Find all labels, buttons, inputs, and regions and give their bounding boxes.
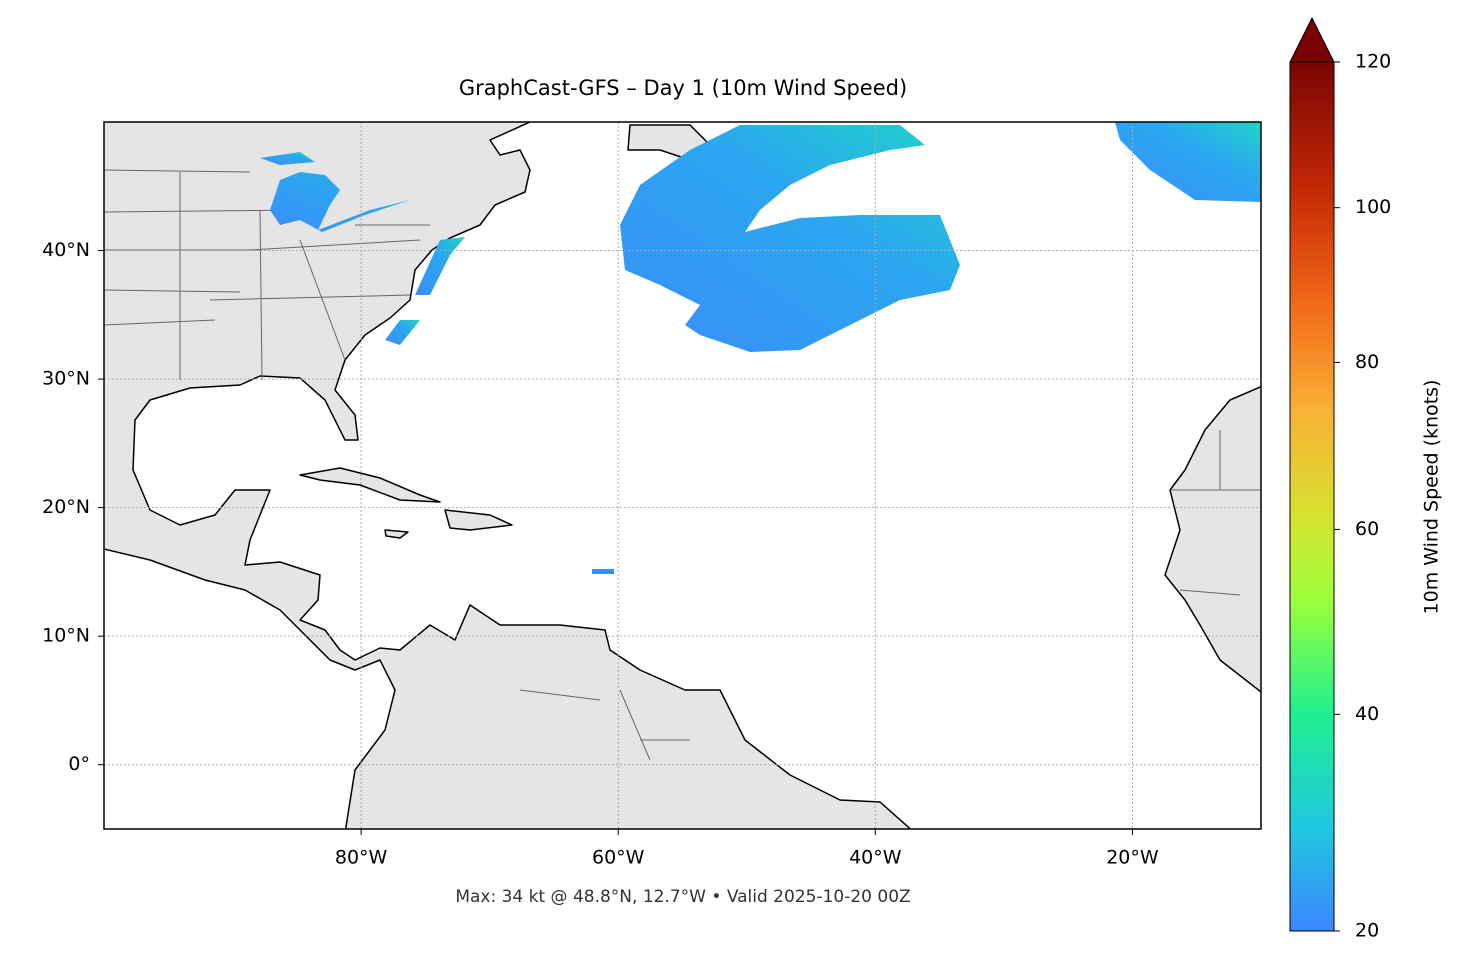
state-borders bbox=[104, 169, 1261, 761]
wind-swath bbox=[592, 569, 614, 574]
x-tick-label: 60°W bbox=[592, 847, 645, 869]
africa-land bbox=[1164, 385, 1261, 693]
x-tick-label: 80°W bbox=[335, 847, 388, 869]
x-tick-label: 20°W bbox=[1106, 847, 1159, 869]
y-tick-label: 0° bbox=[68, 753, 90, 775]
colorbar-tick-label: 20 bbox=[1355, 920, 1379, 942]
y-tick-label: 10°N bbox=[42, 625, 90, 647]
y-tick-label: 30°N bbox=[42, 368, 90, 390]
wind-swath bbox=[1115, 122, 1261, 202]
colorbar-tick-label: 100 bbox=[1355, 196, 1391, 218]
y-tick-label: 20°N bbox=[42, 496, 90, 518]
colorbar-extend bbox=[1289, 16, 1335, 63]
wind-swath bbox=[260, 152, 315, 165]
colorbar-tick-label: 40 bbox=[1355, 703, 1379, 725]
x-tick-label: 40°W bbox=[849, 847, 902, 869]
colorbar-tick-label: 120 bbox=[1355, 51, 1391, 73]
colorbar-tick-label: 80 bbox=[1355, 351, 1379, 373]
map-frame bbox=[103, 121, 1262, 830]
colorbar bbox=[1289, 61, 1335, 932]
map-footer: Max: 34 kt @ 48.8°N, 12.7°W • Valid 2025… bbox=[455, 887, 910, 907]
colorbar-label: 10m Wind Speed (knots) bbox=[1421, 380, 1443, 615]
y-tick-label: 40°N bbox=[42, 239, 90, 261]
map-area bbox=[104, 122, 1261, 829]
cuba bbox=[299, 467, 441, 503]
colorbar-tick-label: 60 bbox=[1355, 518, 1379, 540]
wind-swath bbox=[270, 172, 410, 232]
wind-swath bbox=[415, 237, 465, 295]
wind-swath bbox=[385, 320, 420, 345]
hispaniola bbox=[444, 509, 513, 531]
americas-land bbox=[104, 122, 912, 829]
map-title: GraphCast-GFS – Day 1 (10m Wind Speed) bbox=[459, 76, 907, 100]
jamaica bbox=[384, 529, 409, 539]
